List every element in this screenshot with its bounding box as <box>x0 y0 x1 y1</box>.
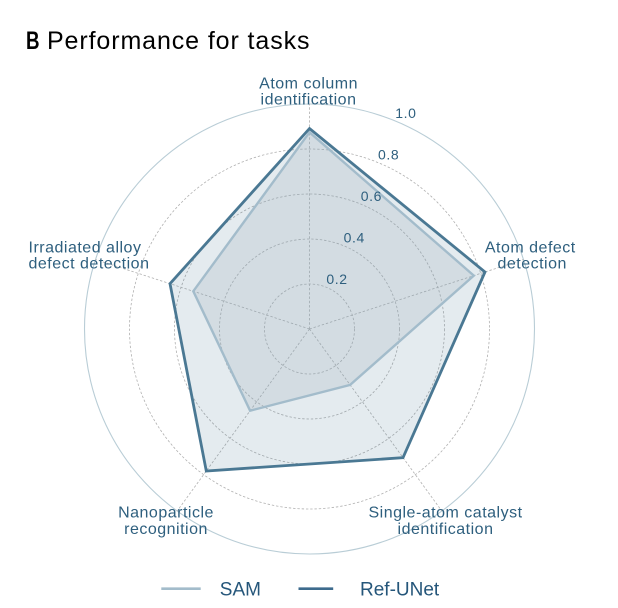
svg-text:Ref-UNet: Ref-UNet <box>360 579 440 600</box>
svg-text:Atom column: Atom column <box>259 76 358 93</box>
svg-text:0.4: 0.4 <box>344 230 365 246</box>
svg-text:Atom defect: Atom defect <box>485 240 576 257</box>
svg-text:1.0: 1.0 <box>395 105 416 121</box>
svg-text:Nanoparticle: Nanoparticle <box>118 505 214 522</box>
svg-text:SAM: SAM <box>220 579 261 600</box>
svg-text:0.8: 0.8 <box>378 147 399 163</box>
svg-text:recognition: recognition <box>124 521 208 538</box>
svg-text:0.2: 0.2 <box>326 271 347 287</box>
svg-text:identification: identification <box>398 521 494 538</box>
svg-text:Single-atom catalyst: Single-atom catalyst <box>368 505 522 522</box>
svg-text:defect detection: defect detection <box>29 256 150 273</box>
svg-text:identification: identification <box>261 91 357 108</box>
svg-text:0.6: 0.6 <box>361 188 382 204</box>
svg-text:Irradiated alloy: Irradiated alloy <box>29 240 142 257</box>
svg-text:detection: detection <box>497 255 566 272</box>
